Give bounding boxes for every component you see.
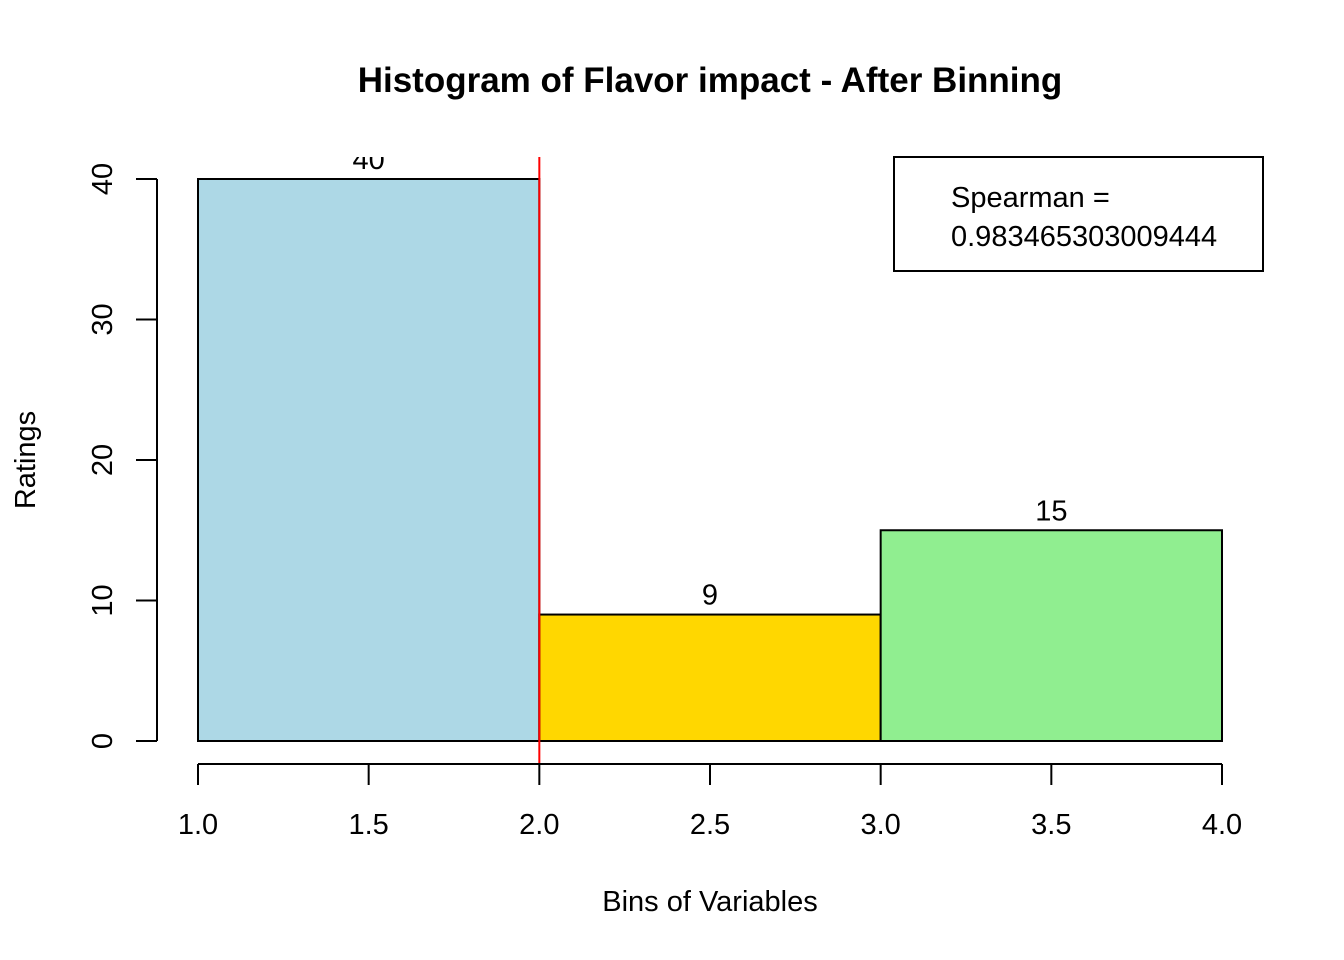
y-axis-label: Ratings <box>10 411 42 509</box>
x-tick-label: 1.5 <box>349 809 389 841</box>
x-tick-label: 4.0 <box>1202 809 1242 841</box>
legend-line-2: 0.983465303009444 <box>951 221 1217 253</box>
chart-title: Histogram of Flavor impact - After Binni… <box>358 61 1063 100</box>
y-tick-label: 20 <box>87 444 119 476</box>
x-tick-label: 2.0 <box>519 809 559 841</box>
y-tick-label: 40 <box>87 163 119 195</box>
bar-data-label: 9 <box>702 580 718 612</box>
y-tick-label: 0 <box>87 733 119 749</box>
bar-data-label: 15 <box>1035 495 1067 527</box>
bar-data-label: 40 <box>353 144 385 176</box>
x-axis-label: Bins of Variables <box>602 886 817 918</box>
y-tick-label: 10 <box>87 584 119 616</box>
legend-box <box>893 156 1264 272</box>
x-tick-label: 3.5 <box>1031 809 1071 841</box>
bar <box>538 613 882 742</box>
legend-line-1: Spearman = <box>951 182 1110 214</box>
y-tick-label: 30 <box>87 303 119 335</box>
x-tick-label: 3.0 <box>861 809 901 841</box>
x-tick-label: 2.5 <box>690 809 730 841</box>
bar <box>197 178 541 742</box>
x-tick-label: 1.0 <box>178 809 218 841</box>
legend: Spearman = 0.983465303009444 <box>893 156 1264 272</box>
bar <box>879 529 1224 742</box>
